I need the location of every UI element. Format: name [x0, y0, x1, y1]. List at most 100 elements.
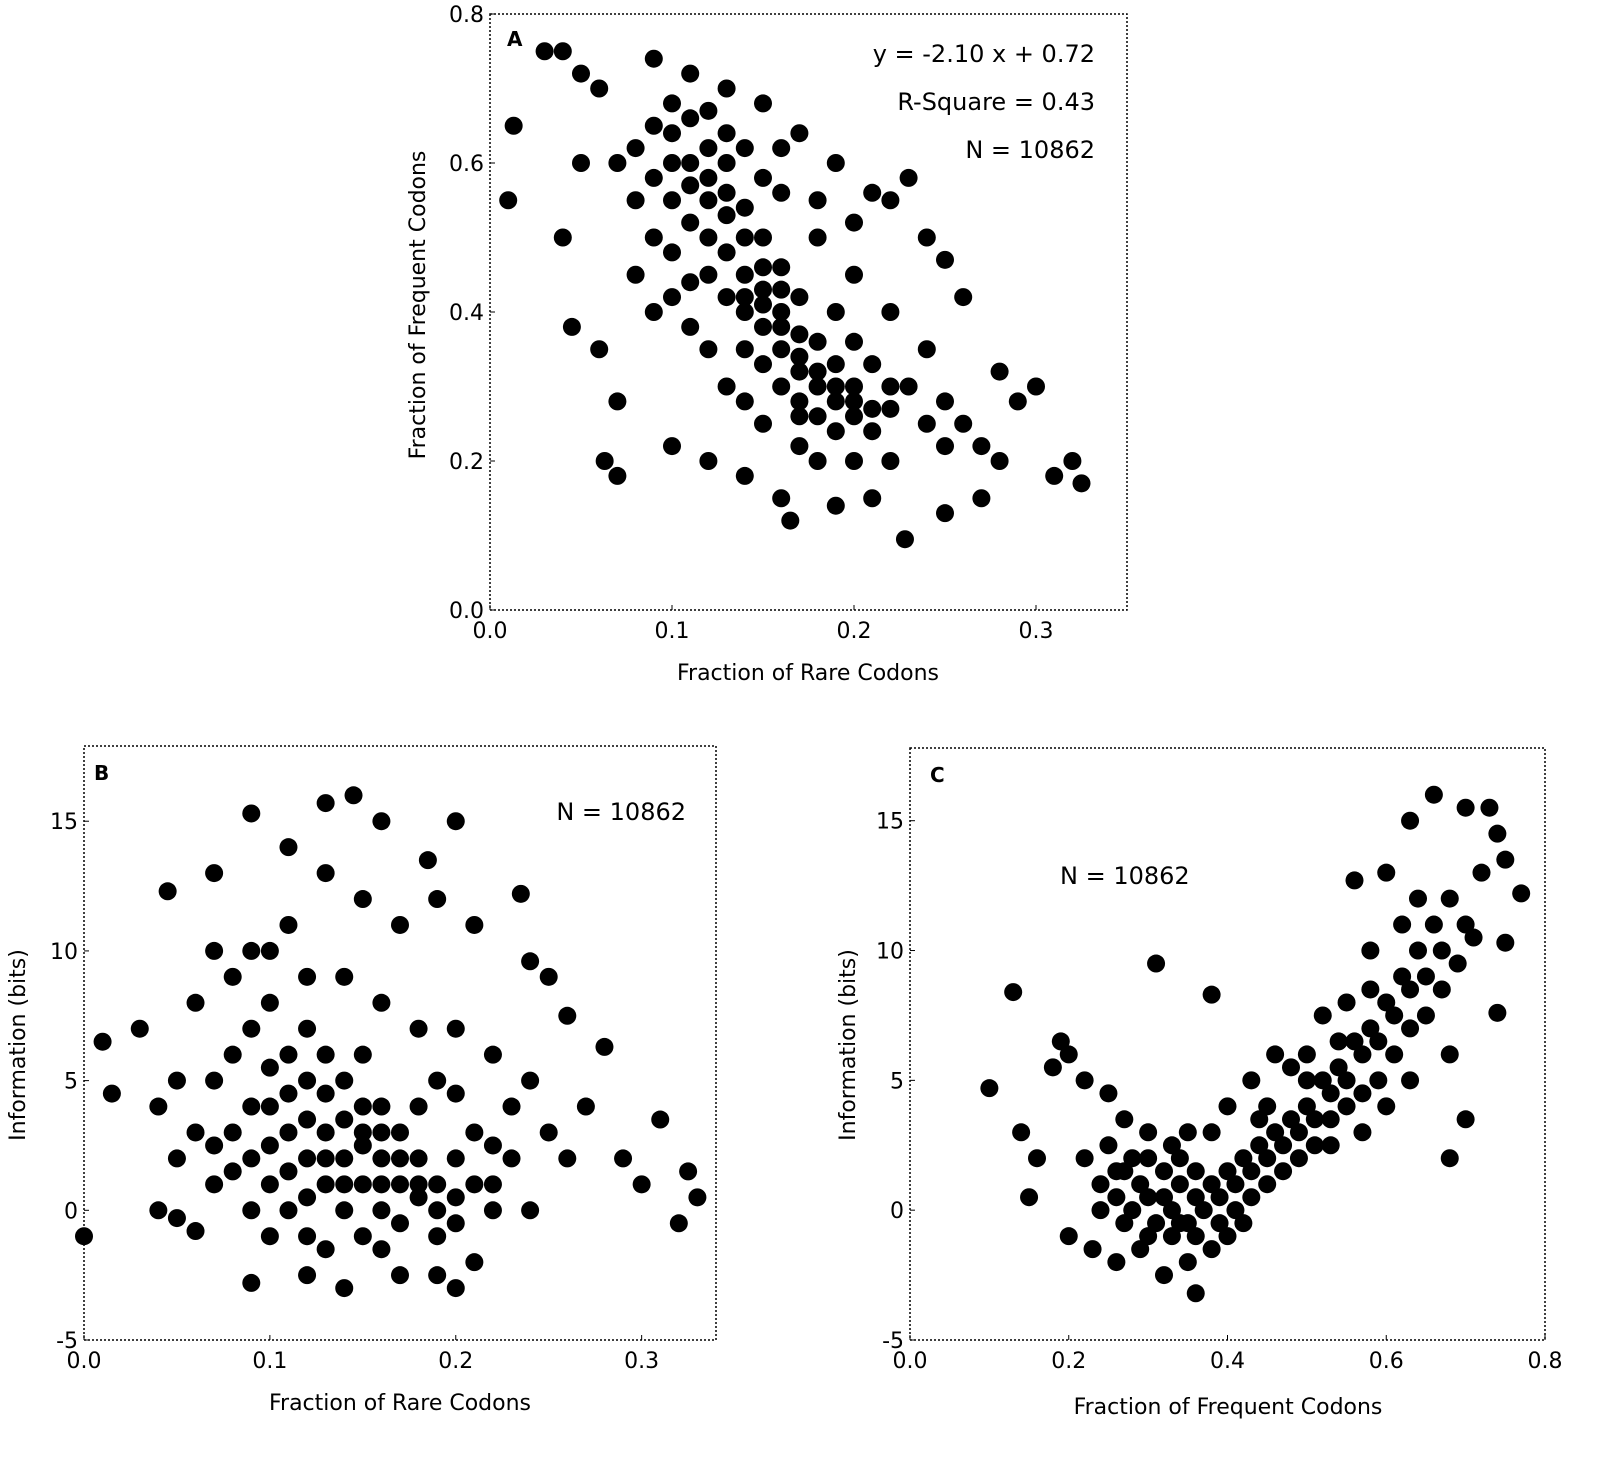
data-point — [149, 1201, 168, 1220]
data-point — [954, 288, 973, 307]
data-point — [1321, 1136, 1340, 1155]
data-point — [754, 280, 772, 299]
data-point — [644, 49, 663, 68]
x-tick-label: 0.1 — [252, 1349, 287, 1374]
x-tick-label: 0.1 — [655, 619, 690, 644]
data-point — [298, 1071, 317, 1090]
data-point — [539, 967, 558, 986]
data-point — [863, 355, 882, 374]
data-point — [917, 228, 936, 247]
data-point — [754, 414, 772, 433]
data-point — [1072, 474, 1091, 493]
data-point — [316, 1123, 335, 1142]
data-point — [936, 250, 954, 269]
data-point — [1107, 1162, 1126, 1181]
data-point — [1202, 985, 1221, 1004]
data-point — [353, 1045, 372, 1064]
data-point — [242, 1149, 261, 1168]
data-point — [504, 116, 523, 135]
data-point — [1147, 954, 1166, 973]
data-point — [1250, 1110, 1269, 1129]
data-point — [1297, 1097, 1316, 1116]
panel-a: 0.0 0.1 0.2 0.3 0.0 0.2 0.4 0.6 0.8 Fraction of R… — [406, 3, 1128, 686]
data-point — [391, 1214, 409, 1233]
data-point — [790, 347, 809, 366]
data-point — [717, 243, 736, 262]
data-point — [391, 1266, 409, 1285]
data-point — [572, 154, 590, 172]
data-point — [881, 191, 900, 210]
data-point — [535, 42, 554, 61]
data-point — [632, 1175, 651, 1194]
x-axis-label: Fraction of Frequent Codons — [1074, 1395, 1383, 1420]
data-point — [446, 1214, 465, 1233]
data-point — [826, 303, 845, 321]
data-point — [1250, 1136, 1269, 1155]
data-point — [1123, 1201, 1142, 1220]
data-point — [1202, 1240, 1221, 1259]
data-point — [972, 437, 991, 456]
data-point — [1329, 1032, 1348, 1051]
data-point — [1337, 1071, 1356, 1090]
data-point — [428, 1266, 447, 1285]
data-point — [663, 243, 681, 262]
data-point — [316, 1240, 335, 1259]
data-point — [590, 79, 609, 98]
data-point — [316, 1045, 335, 1064]
data-point — [205, 864, 224, 883]
data-point — [1131, 1240, 1150, 1259]
data-point — [242, 804, 261, 823]
data-point — [1115, 1214, 1134, 1233]
data-point — [1045, 466, 1064, 485]
data-point — [681, 176, 700, 195]
annotation: N = 10862 — [965, 136, 1095, 164]
data-point — [990, 452, 1009, 470]
data-point — [353, 1227, 372, 1246]
data-point — [881, 377, 900, 396]
data-point — [502, 1149, 521, 1168]
data-point — [1170, 1214, 1189, 1233]
data-point — [409, 1097, 428, 1116]
data-point — [699, 101, 718, 120]
data-point — [808, 377, 827, 396]
data-point — [562, 317, 581, 336]
data-point — [1162, 1136, 1181, 1155]
data-point — [863, 183, 882, 202]
data-point — [626, 139, 645, 158]
data-point — [372, 1149, 391, 1168]
y-tick-label: -5 — [56, 1329, 78, 1354]
data-point — [699, 168, 718, 187]
x-tick-label: 0.0 — [473, 619, 508, 644]
data-point — [644, 303, 663, 321]
data-point — [205, 1175, 224, 1194]
data-point — [1337, 993, 1356, 1012]
data-point — [1440, 1045, 1459, 1064]
data-point — [335, 1071, 354, 1090]
data-point — [863, 489, 882, 508]
data-point — [663, 94, 681, 113]
annotation: N = 10862 — [556, 798, 686, 826]
data-point — [663, 437, 681, 456]
data-point — [663, 124, 681, 143]
data-point — [1313, 1071, 1332, 1090]
data-point — [391, 1149, 409, 1168]
data-point — [735, 139, 754, 158]
data-point — [717, 79, 736, 98]
data-point — [279, 1162, 298, 1181]
data-point — [1313, 1006, 1332, 1025]
data-point — [1266, 1123, 1285, 1142]
data-point — [353, 1136, 372, 1155]
data-point — [521, 1201, 540, 1220]
data-point — [735, 228, 754, 247]
panel-label: B — [94, 761, 109, 785]
data-point — [1091, 1201, 1110, 1220]
data-point — [1028, 1149, 1046, 1168]
data-point — [808, 407, 827, 426]
data-point — [717, 183, 736, 202]
data-point — [428, 1227, 447, 1246]
data-point — [572, 64, 590, 83]
data-point — [772, 139, 791, 158]
data-point — [511, 884, 530, 903]
data-point — [242, 1273, 261, 1292]
data-point — [681, 213, 700, 232]
